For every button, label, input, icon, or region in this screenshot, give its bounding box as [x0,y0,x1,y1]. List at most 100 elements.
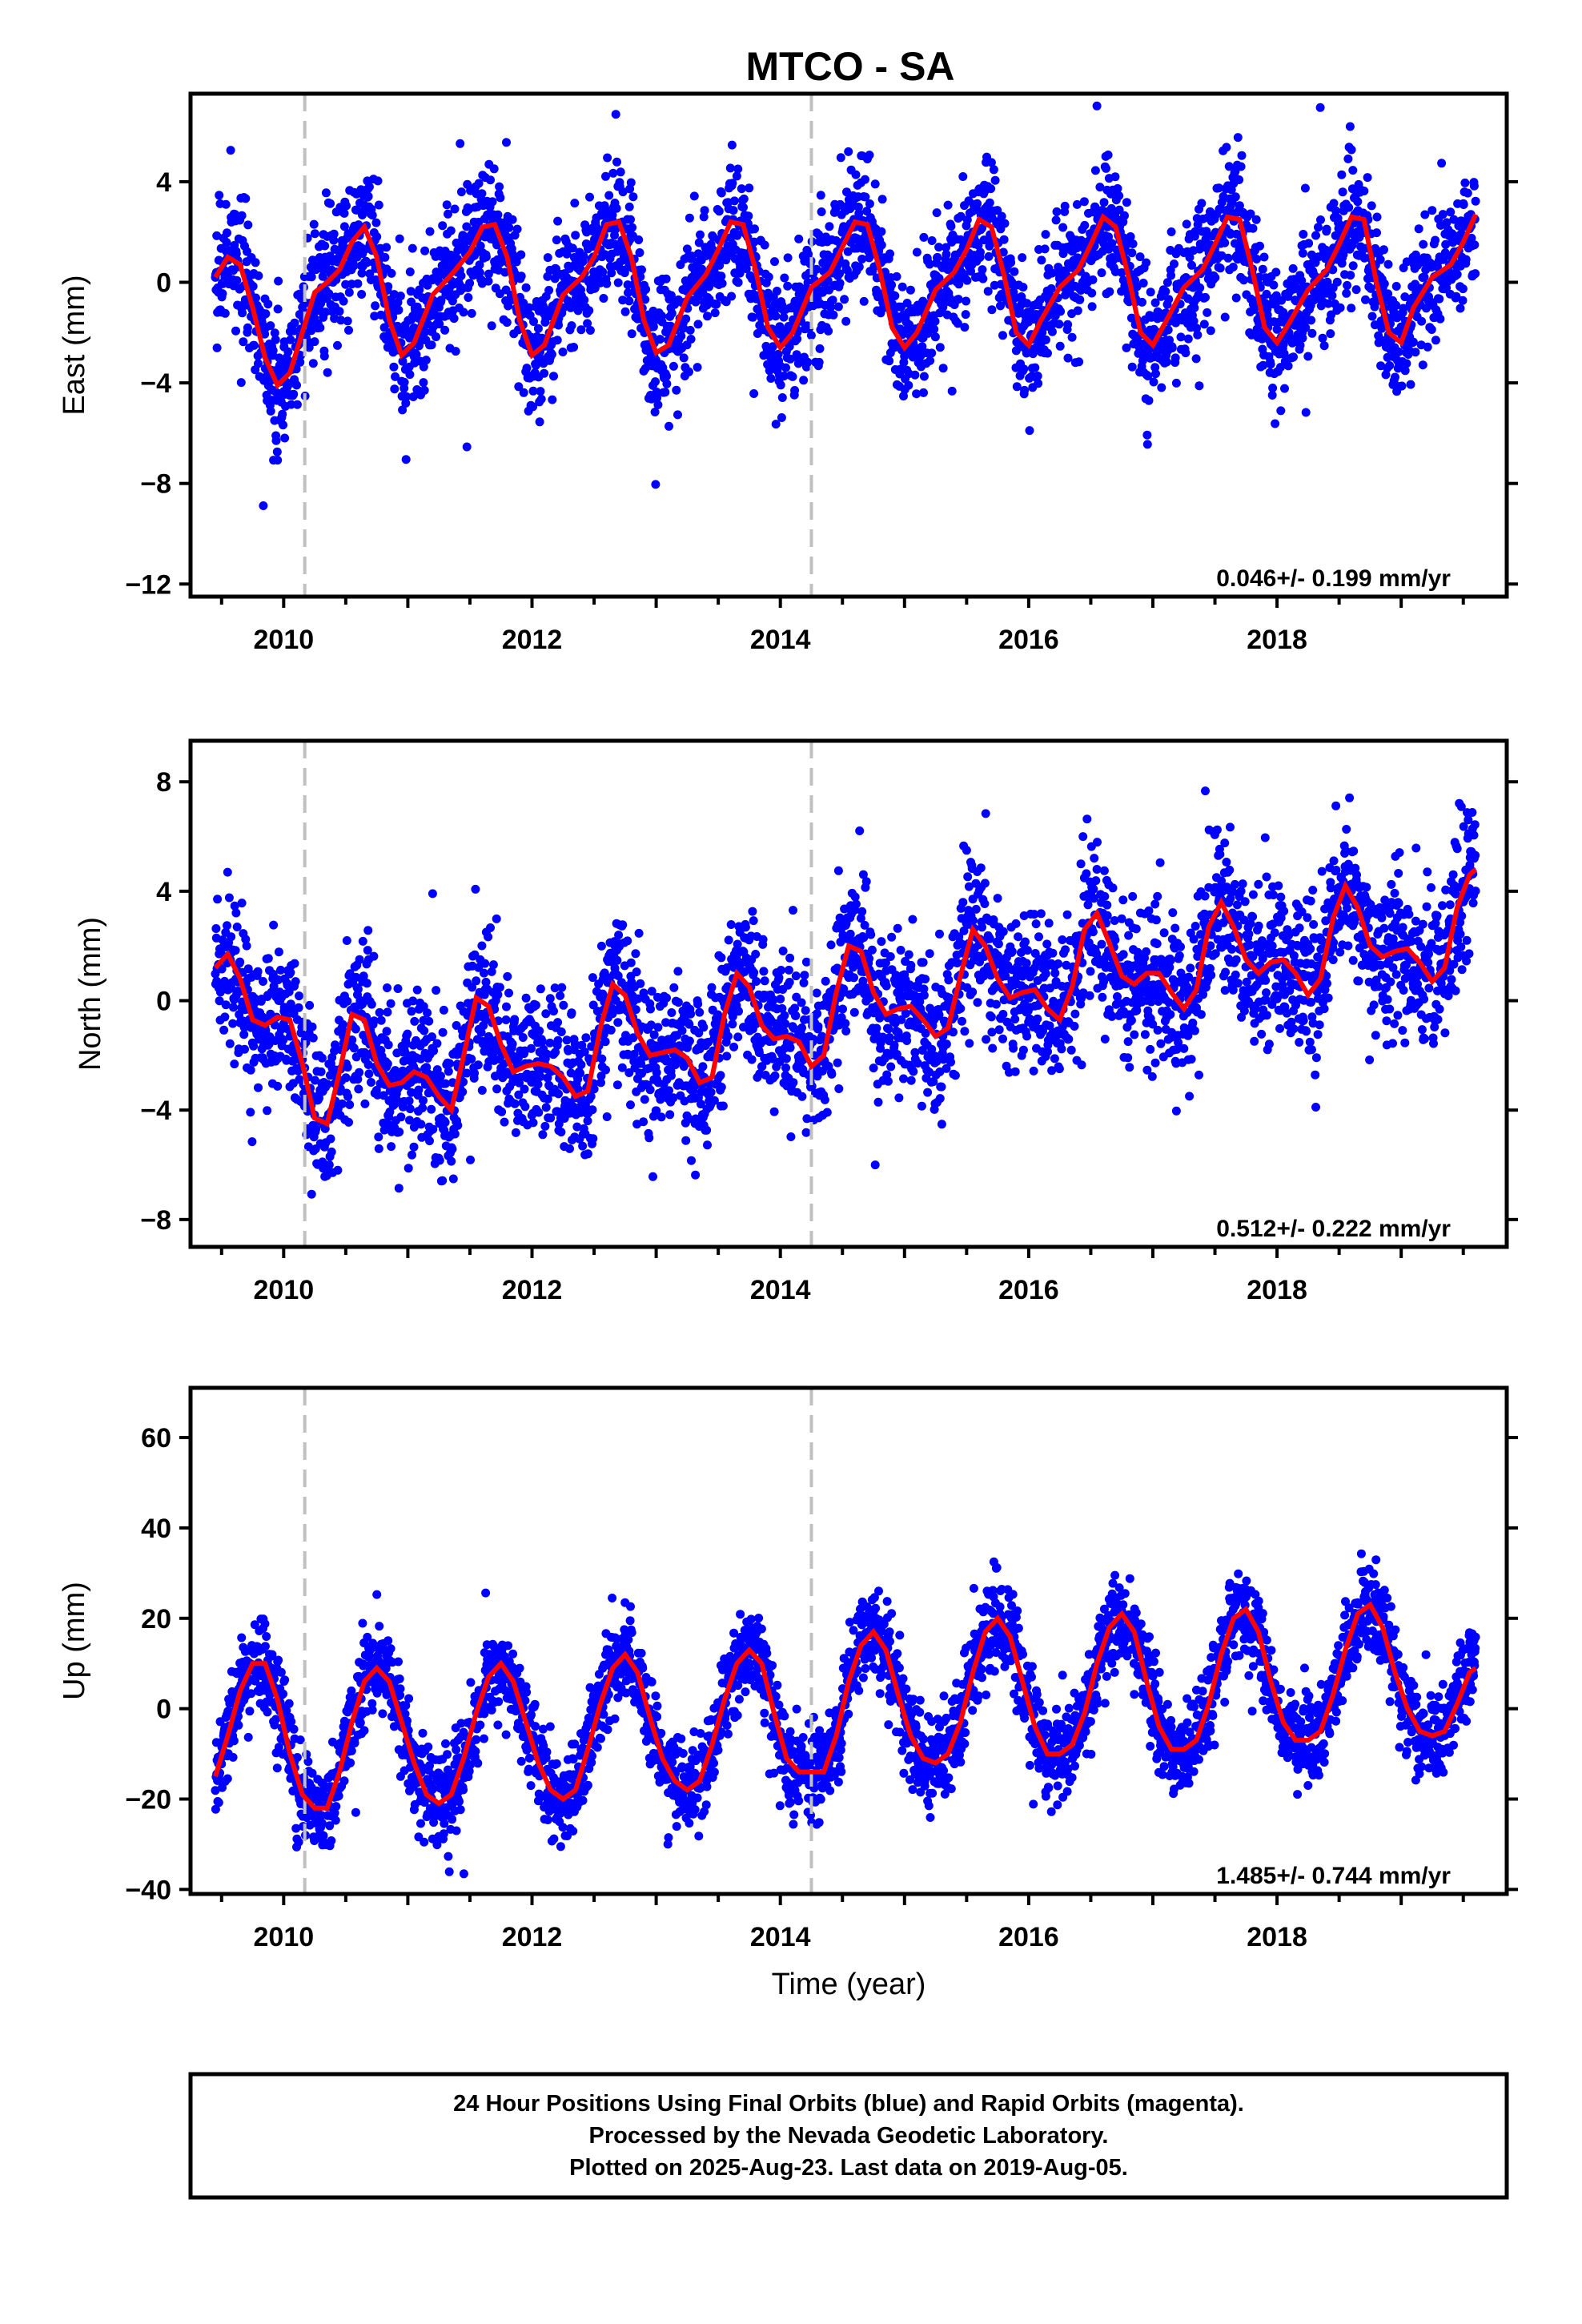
east-point [585,192,594,202]
north-point [369,951,379,961]
east-point [947,386,957,396]
east-point [1195,283,1205,292]
east-point [1228,263,1238,271]
north-point [623,936,632,946]
north-point [693,999,703,1009]
north-point [343,996,352,1006]
north-point [405,1104,415,1114]
north-point [495,983,504,992]
north-point [473,1060,483,1070]
east-point [1034,379,1043,388]
east-point [859,296,869,306]
east-point [1367,312,1377,321]
east-point [372,232,382,242]
east-point [487,321,496,331]
north-point [726,920,736,929]
east-point [685,325,695,335]
east-point [655,335,665,344]
east-point [320,241,330,251]
north-point [269,920,279,930]
east-point [290,318,299,328]
north-point [718,1101,728,1111]
east-point [522,364,532,373]
north-point [229,1003,238,1012]
north-point [510,1015,520,1024]
east-point [401,399,411,408]
east-point [218,289,227,299]
east-point [1114,191,1124,200]
east-point [635,248,644,257]
east-point [1113,183,1122,193]
east-point [420,246,430,255]
north-point [354,1084,363,1094]
east-point [1303,352,1313,361]
east-point [446,226,456,235]
east-point [717,279,727,288]
east-point [272,447,282,456]
east-point [496,193,505,203]
east-point [316,299,326,308]
east-point [938,364,948,373]
east-point [1351,285,1361,295]
north-point [393,984,403,993]
north-point [220,1012,230,1022]
east-point [1127,248,1137,258]
east-point [1435,294,1444,304]
east-y-tick-label: 0 [156,268,171,299]
east-point [927,236,937,245]
east-point [780,273,789,283]
east-point [788,372,797,381]
east-point [261,309,271,319]
north-point [723,1031,733,1041]
east-point [1215,263,1225,273]
east-point [552,336,562,345]
east-point [363,191,373,201]
north-point [648,1172,657,1181]
east-point [1142,258,1151,267]
east-point [749,389,759,398]
east-point [1301,408,1311,417]
east-point [1233,133,1243,143]
east-point [750,224,759,234]
north-point [518,1033,528,1042]
east-point [1020,385,1030,395]
east-point [273,304,283,314]
east-point [1223,253,1233,263]
east-point [342,201,351,211]
east-point [1092,101,1102,111]
east-point [370,312,379,321]
north-point [520,1084,529,1094]
east-point [885,356,894,366]
north-point [686,1009,696,1019]
east-point [624,296,634,306]
east-point [292,380,301,390]
north-point [291,977,300,987]
east-point [628,223,637,232]
east-point [910,370,920,380]
east-point [1146,287,1155,297]
east-point [1166,227,1176,236]
north-point [408,1150,416,1160]
east-point [419,378,428,388]
east-point [1110,172,1120,182]
east-point [783,281,793,291]
east-point [943,200,953,210]
north-point [407,1007,416,1016]
east-point [1456,304,1465,313]
east-point [641,284,651,294]
north-point [447,1156,456,1166]
east-point [1197,199,1207,208]
east-point [612,157,621,167]
east-point [935,343,945,352]
east-point [1167,344,1177,352]
north-point [733,1032,743,1042]
north-point [665,1110,675,1120]
north-point [404,1096,414,1106]
east-point [336,316,346,325]
north-point [219,1025,229,1035]
east-point [357,290,367,299]
east-point [919,372,929,381]
east-point [465,279,475,288]
east-point [825,222,834,231]
north-point [540,1121,550,1131]
